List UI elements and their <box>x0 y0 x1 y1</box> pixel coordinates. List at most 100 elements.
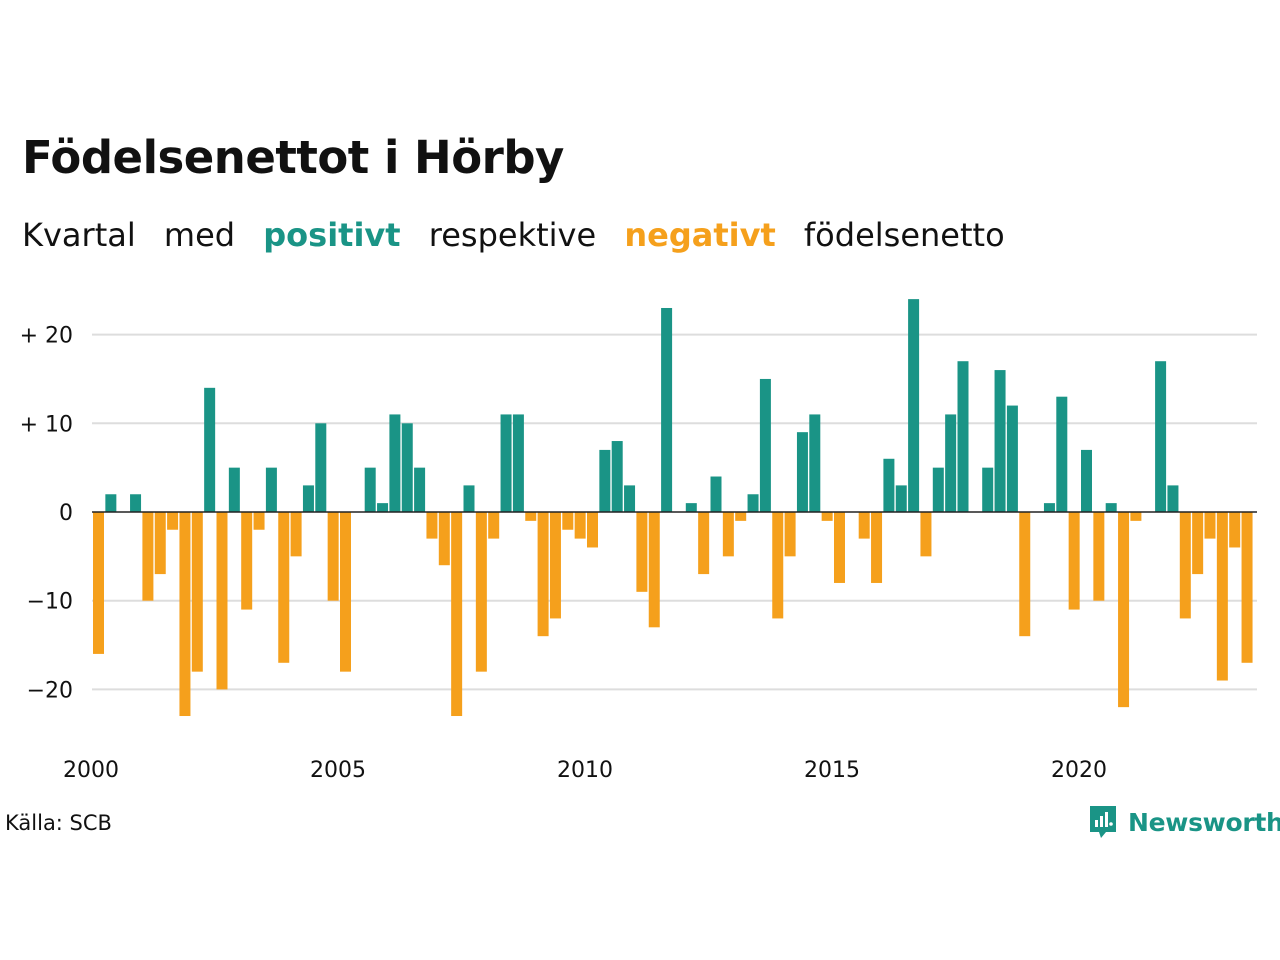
bar <box>735 512 747 521</box>
bar <box>710 476 722 512</box>
bar <box>784 512 796 557</box>
x-tick-label: 2020 <box>1051 758 1107 783</box>
x-tick-label: 2000 <box>63 758 119 783</box>
bar <box>624 485 636 512</box>
bar <box>871 512 883 583</box>
subtitle-negative: negativt <box>624 216 776 254</box>
bar <box>512 414 524 512</box>
bar <box>1229 512 1241 548</box>
bar <box>821 512 833 521</box>
bar <box>327 512 339 601</box>
bar <box>908 299 920 512</box>
bar <box>661 307 673 512</box>
y-tick-label: −10 <box>27 590 73 615</box>
bar <box>241 512 253 610</box>
bar <box>278 512 290 663</box>
bar <box>883 458 895 512</box>
y-tick-label: + 20 <box>20 324 73 349</box>
bar <box>611 441 623 512</box>
bar <box>525 512 537 521</box>
bar <box>587 512 598 548</box>
bar <box>537 512 549 637</box>
x-tick-label: 2010 <box>557 758 613 783</box>
bar <box>389 414 401 512</box>
bar <box>562 512 574 530</box>
bar <box>500 414 512 512</box>
bar <box>488 512 500 539</box>
bar <box>574 512 586 539</box>
bar <box>463 485 475 512</box>
bar <box>93 512 104 654</box>
bars-group <box>93 299 1253 717</box>
bar <box>1167 485 1179 512</box>
y-tick-label: −20 <box>27 678 73 703</box>
bar <box>364 467 376 512</box>
bar <box>982 467 994 512</box>
bar <box>920 512 932 557</box>
bar <box>957 361 969 512</box>
y-axis-ticks: + 20 + 10 0 −10 −20 <box>20 324 73 704</box>
bar <box>834 512 845 583</box>
bar <box>809 414 821 512</box>
bar <box>142 512 154 601</box>
bar <box>1192 512 1204 575</box>
bar <box>154 512 166 575</box>
brand-logo: Newsworthy <box>1088 804 1280 840</box>
bar <box>401 423 413 512</box>
x-tick-label: 2015 <box>804 758 860 783</box>
subtitle-word-kvartal: Kvartal <box>22 216 136 254</box>
bar <box>1155 361 1167 512</box>
bar <box>796 432 808 512</box>
bar <box>932 467 944 512</box>
bar <box>191 512 203 672</box>
bar <box>253 512 265 530</box>
chart-title: Födelsenettot i Hörby <box>22 131 564 184</box>
bar <box>1179 512 1191 619</box>
bar <box>648 512 660 628</box>
bar <box>451 512 463 717</box>
bar <box>747 494 759 512</box>
bar <box>1019 512 1031 637</box>
subtitle-positive: positivt <box>263 216 401 254</box>
bar <box>1204 512 1216 539</box>
bar <box>895 485 907 512</box>
bar <box>414 467 426 512</box>
bar <box>105 494 117 512</box>
bar <box>1068 512 1080 610</box>
brand-name: Newsworthy <box>1128 807 1280 837</box>
x-tick-label: 2005 <box>310 758 366 783</box>
bar <box>722 512 734 557</box>
bar <box>1241 512 1253 663</box>
bar <box>685 503 697 512</box>
subtitle-word-med: med <box>163 216 236 254</box>
bar <box>426 512 438 539</box>
bar <box>772 512 784 619</box>
bar <box>377 503 389 512</box>
bar <box>1105 503 1117 512</box>
bar <box>945 414 957 512</box>
bar <box>1130 512 1142 521</box>
bar <box>1081 449 1092 512</box>
bar <box>549 512 561 619</box>
bar <box>438 512 450 566</box>
bar <box>204 387 216 512</box>
y-tick-label: 0 <box>59 501 73 526</box>
bar <box>228 467 240 512</box>
bar <box>636 512 648 592</box>
bar <box>130 494 142 512</box>
x-axis-ticks: 2000 2005 2010 2015 2020 <box>63 758 1107 783</box>
bar <box>290 512 302 557</box>
bar <box>599 449 611 512</box>
bar <box>167 512 179 530</box>
bar <box>265 467 277 512</box>
y-tick-label: + 10 <box>20 412 73 437</box>
bar <box>759 378 771 512</box>
bar <box>994 370 1006 512</box>
bar <box>1006 405 1018 512</box>
bar <box>1216 512 1228 681</box>
subtitle-middle: respektive <box>428 216 597 254</box>
chart-subtitle: Kvartal med positivt respektive negativt… <box>22 216 1023 254</box>
bar <box>302 485 314 512</box>
bar <box>858 512 870 539</box>
